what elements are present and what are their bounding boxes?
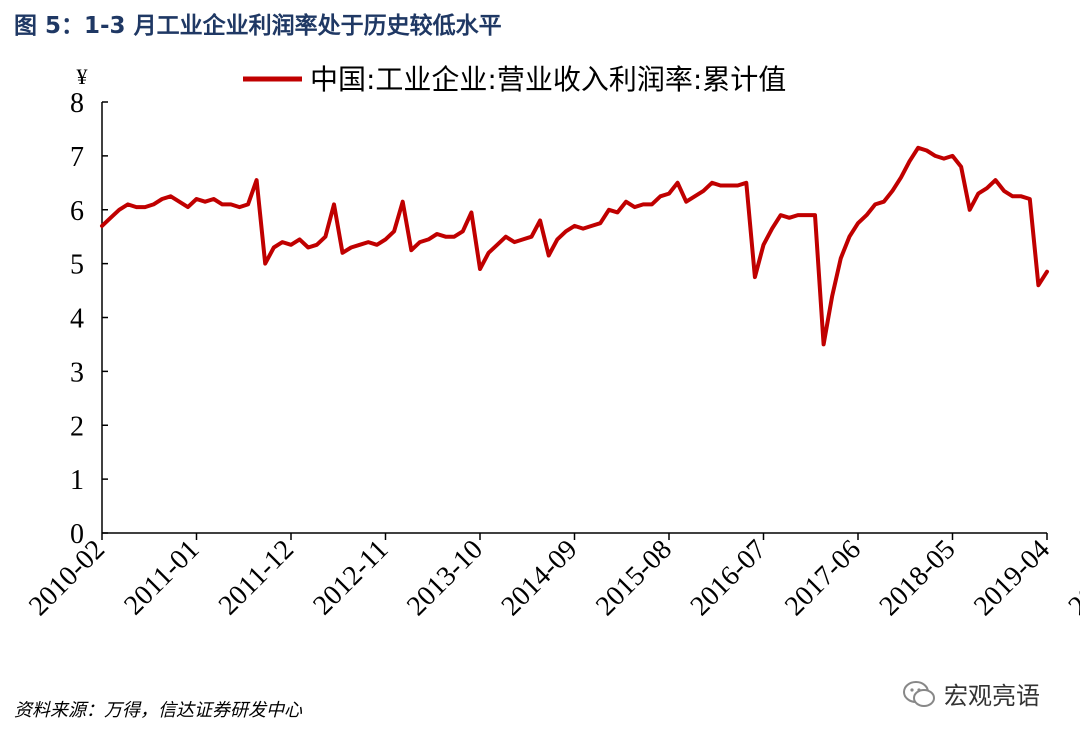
- x-tick-label: 2013-10: [401, 534, 489, 622]
- series-line: [100, 145, 1049, 347]
- y-tick-label: 2: [70, 411, 84, 442]
- y-axis: 0 1 2 3 4 5 6 7 8: [70, 88, 108, 550]
- y-tick-label: 3: [70, 357, 84, 388]
- x-tick-label: 2016-07: [685, 534, 773, 622]
- x-tick-label: 2011-01: [118, 534, 205, 621]
- series: [100, 145, 1049, 347]
- x-tick-label: 2012-11: [307, 534, 394, 621]
- y-tick-label: 4: [70, 304, 84, 335]
- watermark-text: 宏观亮语: [944, 682, 1040, 710]
- y-unit-label: ¥: [77, 64, 88, 89]
- x-tick-label: 2011-12: [213, 534, 300, 621]
- x-tick-label: 2010-02: [23, 534, 111, 622]
- x-tick-label: 2020-03: [1063, 534, 1080, 622]
- x-tick-label: 2017-06: [779, 534, 867, 622]
- source-note: 资料来源：万得，信达证券研发中心: [14, 700, 302, 721]
- y-tick-label: 0: [70, 519, 84, 550]
- x-tick-label: 2015-08: [590, 534, 678, 622]
- x-tick-label: 2019-04: [968, 534, 1056, 622]
- figure-title: 图 5：1-3 月工业企业利润率处于历史较低水平: [14, 13, 502, 39]
- y-tick-label: 1: [70, 465, 84, 496]
- x-axis: 2010-02 2011-01 2011-12 2012-11 2013-10 2014-…: [23, 532, 1080, 622]
- wechat-icon: [903, 680, 935, 707]
- x-tick-label: 2018-05: [874, 534, 962, 622]
- y-tick-label: 5: [70, 250, 84, 281]
- y-tick-label: 8: [70, 88, 84, 119]
- y-tick-label: 7: [70, 142, 84, 173]
- watermark: 宏观亮语: [902, 676, 1040, 711]
- x-tick-label: 2014-09: [496, 534, 584, 622]
- y-tick-label: 6: [70, 196, 84, 227]
- legend-label: 中国:工业企业:营业收入利润率:累计值: [310, 63, 786, 96]
